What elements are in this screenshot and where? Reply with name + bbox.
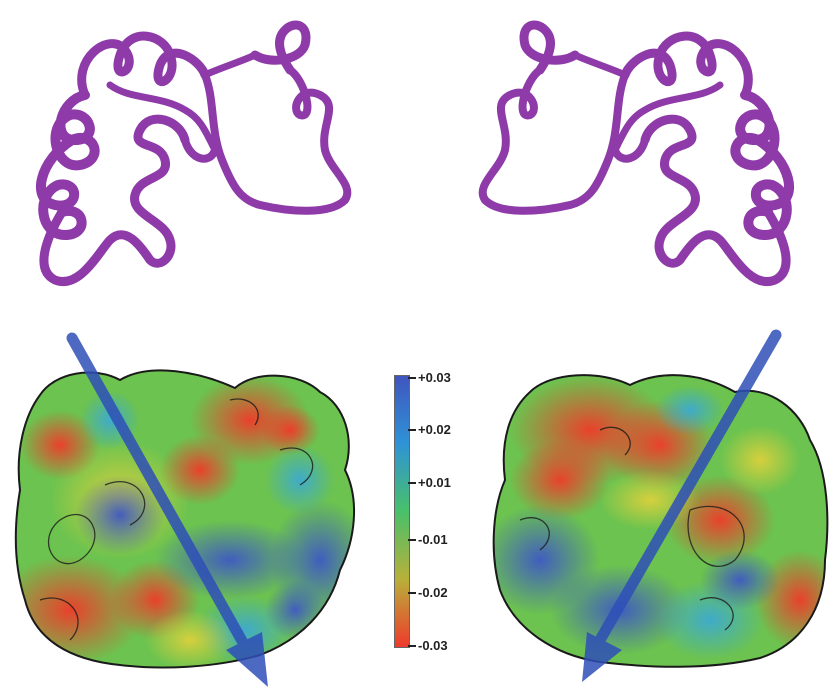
colorbar-tick-label: -0.01	[418, 532, 448, 547]
colorbar-tick-label: -0.02	[418, 585, 448, 600]
electrostatic-surface-right	[492, 374, 829, 668]
colorbar-tick-mark	[408, 377, 416, 379]
colorbar-tick-mark	[408, 592, 416, 594]
dipole-arrow-right	[582, 329, 782, 682]
colorbar-tick-mark	[408, 539, 416, 541]
colorbar-tick-label: -0.03	[418, 638, 448, 653]
electrostatic-surface-left	[14, 369, 355, 669]
colorbar-tick-label: +0.02	[418, 422, 451, 437]
protein-ribbon-right	[478, 20, 795, 287]
colorbar-tick-label: +0.01	[418, 475, 451, 490]
colorbar-tick-mark	[408, 482, 416, 484]
colorbar-tick-mark	[408, 645, 416, 647]
colorbar	[394, 375, 410, 648]
protein-ribbon-left	[35, 20, 352, 287]
dipole-arrow-left	[66, 332, 268, 687]
colorbar-tick-mark	[408, 429, 416, 431]
colorbar-tick-label: +0.03	[418, 370, 451, 385]
